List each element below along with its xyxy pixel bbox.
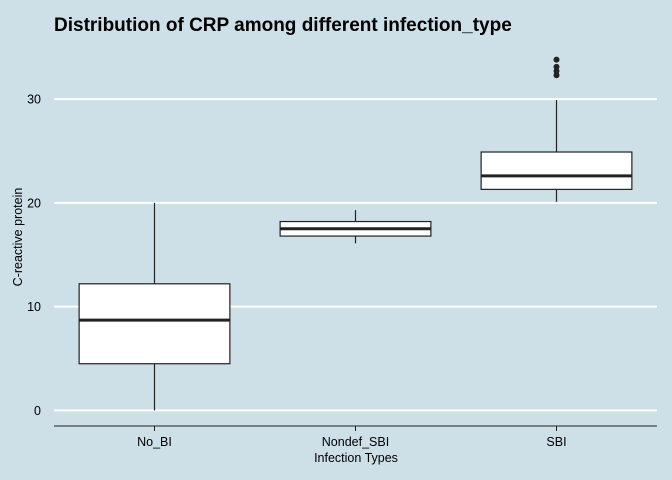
- box-No_BI: [78, 202, 231, 411]
- x-axis-ticks: No_BI Nondef_SBI SBI: [137, 426, 567, 449]
- box-SBI: [480, 56, 633, 202]
- x-tick-label: No_BI: [137, 435, 172, 449]
- x-axis-title: Infection Types: [314, 451, 398, 465]
- box-Nondef_SBI: [279, 210, 432, 244]
- y-axis-ticks: 0 10 20 30: [27, 93, 41, 418]
- boxes: [78, 56, 633, 411]
- y-axis-title: C-reactive protein: [11, 188, 25, 287]
- box-iqr: [480, 151, 633, 190]
- y-tick-label: 20: [27, 196, 41, 210]
- box-iqr: [78, 283, 231, 365]
- x-tick-label: SBI: [546, 435, 566, 449]
- outlier-point: [553, 68, 560, 75]
- y-tick-label: 0: [34, 404, 41, 418]
- x-tick-label: Nondef_SBI: [322, 435, 389, 449]
- y-tick-label: 10: [27, 300, 41, 314]
- outlier-point: [553, 63, 560, 70]
- outlier-point: [553, 72, 560, 79]
- y-tick-label: 30: [27, 93, 41, 107]
- outlier-point: [553, 56, 560, 63]
- chart-title: Distribution of CRP among different infe…: [54, 15, 512, 36]
